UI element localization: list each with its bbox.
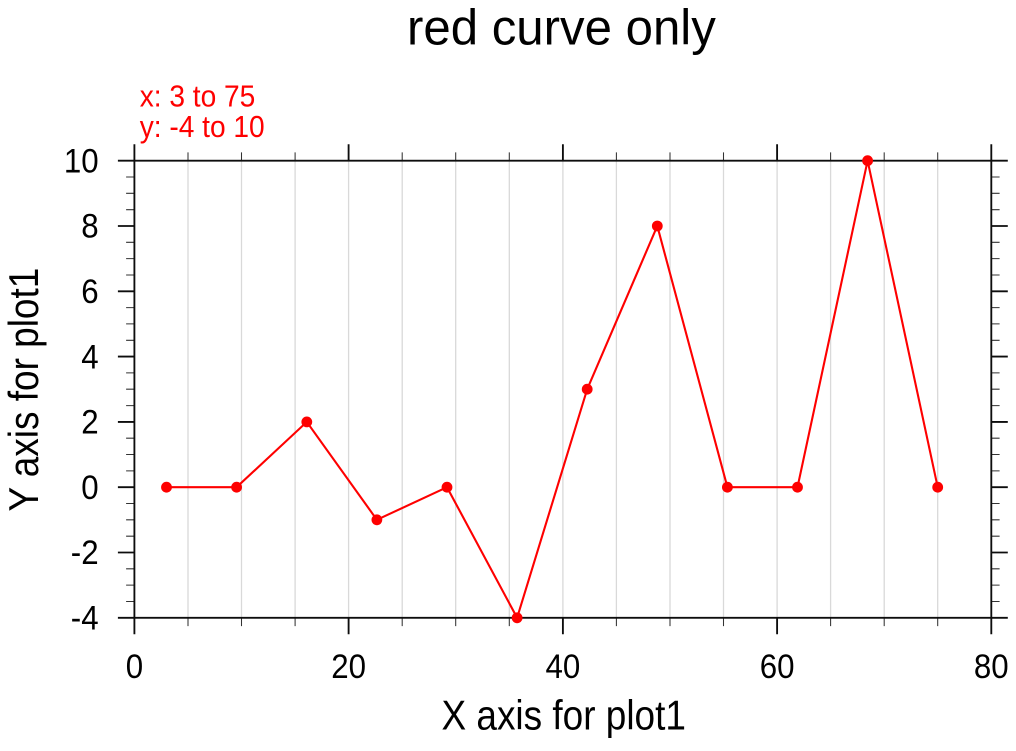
svg-text:0: 0 [81,468,98,507]
svg-text:40: 40 [546,647,581,686]
svg-text:red curve only: red curve only [407,0,716,56]
svg-text:60: 60 [760,647,795,686]
svg-text:-2: -2 [71,533,99,572]
svg-text:0: 0 [126,647,143,686]
svg-text:x: 3 to 75: x: 3 to 75 [140,80,256,114]
svg-text:80: 80 [974,647,1009,686]
svg-text:4: 4 [81,337,98,376]
svg-text:2: 2 [81,402,98,441]
svg-text:Y axis for plot1: Y axis for plot1 [2,268,47,512]
svg-text:8: 8 [81,206,98,245]
svg-text:20: 20 [331,647,366,686]
svg-text:-4: -4 [71,598,99,637]
svg-text:X axis for plot1: X axis for plot1 [441,693,685,738]
svg-text:10: 10 [64,141,99,180]
svg-text:y: -4 to 10: y: -4 to 10 [140,110,265,144]
svg-text:6: 6 [81,272,98,311]
